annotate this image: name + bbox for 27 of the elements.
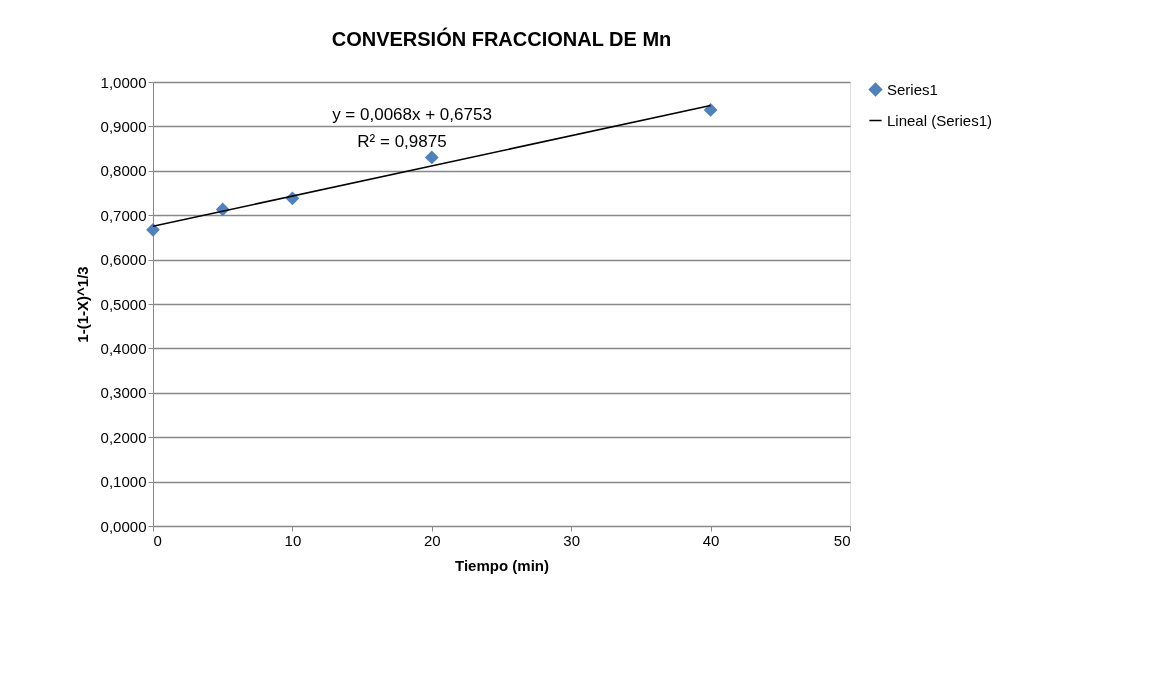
x-tick-label: 0 xyxy=(153,531,162,549)
annotation: R² = 0,9875 xyxy=(357,132,447,151)
x-tick-label: 20 xyxy=(423,531,441,549)
x-tick-label: 50 xyxy=(833,531,851,549)
x-tick-label: 30 xyxy=(563,531,581,549)
y-tick-label: 0,6000 xyxy=(100,251,147,269)
y-tick-label: 0,8000 xyxy=(100,162,147,180)
point xyxy=(703,103,718,117)
y-axis-title: 1-(1-X)^1/3 xyxy=(73,266,91,343)
legend-label: Series1 xyxy=(887,80,938,98)
point xyxy=(146,222,160,237)
point xyxy=(424,150,439,165)
x-tick-label: 40 xyxy=(702,531,720,549)
y-tick-label: 0,0000 xyxy=(100,517,147,535)
x-tick-label: 10 xyxy=(284,531,302,549)
y-tick-label: 0,7000 xyxy=(100,206,147,224)
y-tick-label: 1,0000 xyxy=(100,73,147,91)
y-tick-label: 0,5000 xyxy=(100,295,147,313)
y-tick-label: 0,4000 xyxy=(100,339,147,357)
x-axis-title: Tiempo (min) xyxy=(455,556,549,574)
y-tick-label: 0,9000 xyxy=(100,117,147,135)
y-tick-label: 0,2000 xyxy=(100,428,147,446)
legend-label: Lineal (Series1) xyxy=(887,111,993,129)
annotation: y = 0,0068x + 0,6753 xyxy=(332,105,492,124)
y-tick-label: 0,3000 xyxy=(100,384,147,402)
chart-title: CONVERSIÓN FRACCIONAL DE Mn xyxy=(331,27,672,50)
y-tick-label: 0,1000 xyxy=(100,473,147,491)
